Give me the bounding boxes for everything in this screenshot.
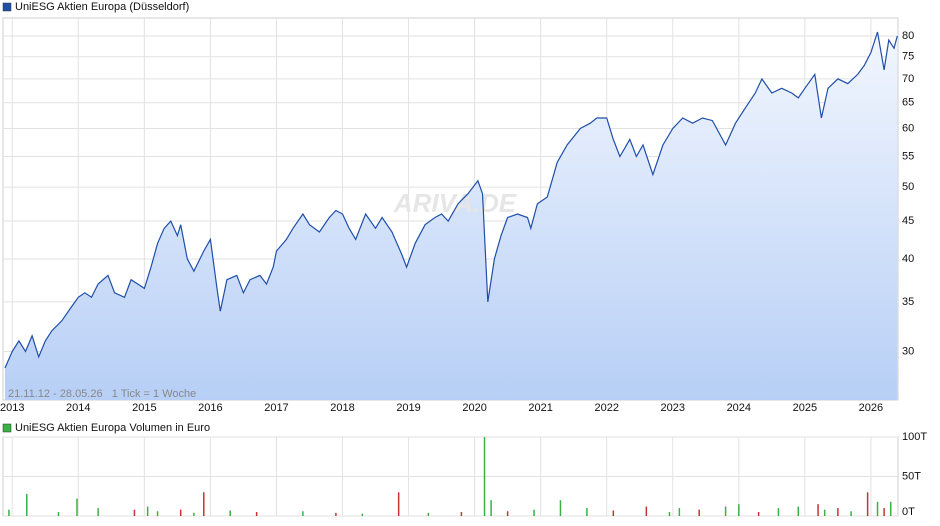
x-tick-label: 2019 — [396, 402, 420, 414]
legend-swatch — [2, 2, 12, 12]
x-tick-label: 2024 — [727, 402, 751, 414]
price-line — [4, 31, 898, 369]
y-tick-label: 80 — [902, 30, 914, 42]
volume-bar — [335, 512, 337, 516]
y-tick-label: 60 — [902, 122, 914, 134]
y-tick-label: 70 — [902, 73, 914, 85]
y-tick-label: 50T — [902, 470, 921, 482]
y-tick-label: 0T — [902, 506, 915, 518]
volume-bar — [460, 512, 463, 516]
x-tick-label: 2016 — [198, 402, 222, 414]
y-tick-label: 35 — [902, 296, 914, 308]
x-tick-label: 2013 — [0, 402, 24, 414]
volume-bar — [26, 493, 28, 516]
volume-bar — [302, 511, 304, 516]
y-tick-label: 50 — [902, 181, 914, 193]
volume-bar — [133, 509, 136, 516]
y-tick-label: 40 — [902, 253, 914, 265]
x-tick-label: 2014 — [66, 402, 90, 414]
volume-bar — [817, 504, 819, 516]
y-tick-label: 55 — [902, 150, 914, 162]
volume-bar — [645, 506, 648, 516]
volume-bar — [612, 510, 615, 516]
x-tick-label: 2022 — [594, 402, 618, 414]
volume-bar — [97, 508, 99, 516]
x-tick-label: 2020 — [462, 402, 486, 414]
legend-label: UniESG Aktien Europa Volumen in Euro — [15, 422, 210, 434]
y-tick-label: 45 — [902, 215, 914, 227]
volume-bar — [203, 492, 205, 516]
x-tick-label: 2025 — [793, 402, 817, 414]
y-tick-label: 75 — [902, 51, 914, 63]
volume-bar — [777, 508, 780, 516]
watermark: ARIVA.DE — [393, 188, 517, 218]
volume-bar — [76, 498, 78, 516]
volume-bar — [57, 512, 60, 516]
x-tick-label: 2021 — [528, 402, 552, 414]
volume-bar — [146, 506, 149, 516]
x-tick-label: 2015 — [132, 402, 156, 414]
volume-bar — [229, 510, 231, 516]
y-tick-label: 100T — [902, 431, 927, 443]
volume-bar — [586, 508, 588, 516]
volume-bar — [193, 512, 195, 516]
volume-bar — [876, 501, 879, 516]
volume-bar — [889, 501, 892, 516]
volume-bar — [8, 509, 10, 516]
volume-bar — [850, 511, 852, 516]
y-tick-label: 30 — [902, 345, 914, 357]
volume-bar — [397, 492, 400, 516]
volume-bar — [678, 508, 681, 516]
volume-bar — [698, 509, 700, 516]
legend-swatch — [2, 423, 12, 433]
x-tick-label: 2018 — [330, 402, 354, 414]
x-tick-label: 2017 — [264, 402, 288, 414]
volume-bar — [533, 509, 535, 516]
volume-bar — [866, 492, 869, 516]
volume-bar — [361, 513, 364, 516]
volume-bar — [483, 437, 486, 516]
legend-label: UniESG Aktien Europa (Düsseldorf) — [15, 1, 189, 13]
volume-bar — [724, 506, 727, 516]
volume-bar — [427, 512, 430, 516]
volume-bar — [255, 512, 258, 516]
x-tick-label: 2026 — [859, 402, 883, 414]
volume-bar — [823, 509, 826, 516]
volume-bar — [883, 508, 885, 516]
volume-bar — [156, 511, 159, 516]
y-tick-label: 65 — [902, 97, 914, 109]
volume-bar — [738, 504, 740, 516]
volume-bar — [668, 512, 671, 516]
volume-bar — [506, 511, 509, 516]
annotation: 21.11.12 - 28.05.26 1 Tick = 1 Woche — [8, 388, 196, 400]
volume-bar — [837, 508, 839, 516]
volume-bar — [559, 500, 562, 516]
x-tick-label: 2023 — [661, 402, 685, 414]
volume-bar — [797, 506, 800, 516]
volume-bar — [490, 500, 492, 516]
volume-bar — [757, 512, 760, 516]
volume-bar — [179, 509, 182, 516]
